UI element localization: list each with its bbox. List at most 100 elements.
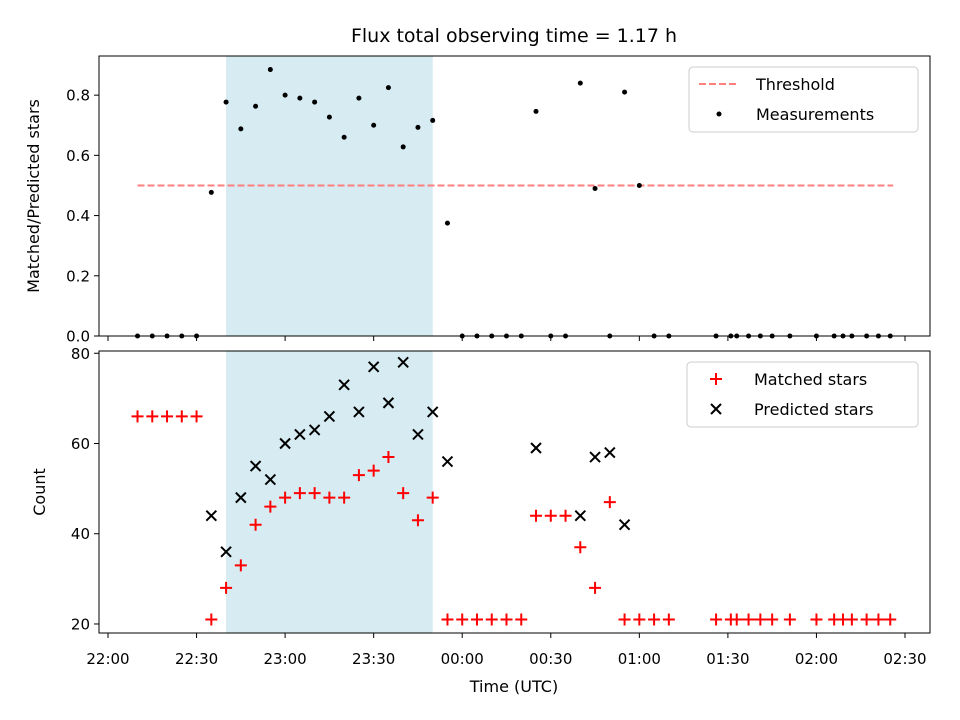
measurement-point xyxy=(533,108,539,114)
matched-star-point xyxy=(515,613,528,626)
x-tick-label: 00:30 xyxy=(529,650,572,668)
measurement-point xyxy=(326,114,332,120)
matched-star-point xyxy=(234,559,247,572)
measurement-point xyxy=(592,185,598,191)
matched-star-point xyxy=(220,581,233,594)
legend-matched-label: Matched stars xyxy=(754,370,867,389)
predicted-star-point xyxy=(205,509,218,522)
matched-star-point xyxy=(175,410,188,423)
x-tick-label: 02:00 xyxy=(795,650,838,668)
top-y-ticks: 0.0 0.2 0.4 0.6 0.8 xyxy=(66,87,99,346)
x-axis-label: Time (UTC) xyxy=(469,677,558,696)
measurement-point xyxy=(282,92,288,98)
matched-star-point xyxy=(485,613,498,626)
legend-measurement-label: Measurements xyxy=(756,105,874,124)
matched-star-point xyxy=(872,613,885,626)
measurement-point xyxy=(238,126,244,132)
y-tick-label: 80 xyxy=(71,345,90,363)
matched-star-point xyxy=(810,613,823,626)
predicted-star-point xyxy=(397,356,409,368)
x-tick-label: 23:30 xyxy=(352,650,395,668)
matched-star-point xyxy=(766,613,779,626)
measurement-point xyxy=(267,67,273,73)
y-tick-label: 0.2 xyxy=(66,267,90,285)
predicted-star-point xyxy=(530,442,542,454)
measurement-points xyxy=(135,67,893,339)
legend-predicted-swatch xyxy=(710,403,722,415)
bottom-axes-frame xyxy=(98,350,931,634)
measurement-point xyxy=(208,189,214,195)
measurement-point xyxy=(400,144,406,150)
measurement-point xyxy=(223,99,229,105)
matched-star-point xyxy=(470,613,483,626)
matched-star-point xyxy=(783,613,796,626)
y-tick-label: 0.0 xyxy=(66,328,90,346)
matched-star-point xyxy=(323,491,336,504)
top-y-axis-label: Matched/Predicted stars xyxy=(24,99,43,293)
matched-star-point xyxy=(648,613,661,626)
x-tick-label: 22:30 xyxy=(175,650,218,668)
predicted-star-point xyxy=(604,446,616,459)
top-shaded-span xyxy=(226,56,433,336)
predicted-star-point xyxy=(441,455,454,468)
matched-star-point xyxy=(574,541,587,554)
predicted-star-point xyxy=(618,519,631,531)
predicted-star-point xyxy=(412,428,424,441)
x-tick-label: 01:30 xyxy=(706,650,749,668)
matched-star-point xyxy=(279,491,292,504)
measurement-point xyxy=(577,80,583,86)
y-tick-label: 0.6 xyxy=(66,147,90,165)
matched-star-point xyxy=(603,496,616,509)
top-x-ticks xyxy=(107,336,906,341)
predicted-star-point xyxy=(589,451,601,463)
measurement-point xyxy=(385,85,391,91)
matched-star-point xyxy=(161,410,174,423)
x-tick-label: 23:00 xyxy=(263,650,306,668)
x-tick-label: 01:00 xyxy=(618,650,661,668)
matched-star-point xyxy=(742,613,755,626)
predicted-star-point xyxy=(574,509,587,522)
predicted-star-point xyxy=(264,473,277,486)
bottom-x-ticks: 22:00 22:30 23:00 23:30 00:00 00:30 01:00 01:30… xyxy=(86,633,927,668)
matched-star-point xyxy=(367,464,380,477)
y-tick-label: 20 xyxy=(71,615,90,633)
matched-star-point xyxy=(730,613,743,626)
x-tick-label: 02:30 xyxy=(883,650,926,668)
measurement-point xyxy=(253,103,259,109)
measurement-point xyxy=(356,95,362,101)
measurement-point xyxy=(297,95,303,101)
measurement-point xyxy=(622,89,628,95)
matched-star-point xyxy=(352,469,365,482)
matched-star-point xyxy=(559,509,572,522)
top-panel: 0.0 0.2 0.4 0.6 0.8 Flux total observing tim… xyxy=(24,25,931,346)
matched-star-point xyxy=(249,518,262,531)
top-legend: Threshold Measurements xyxy=(688,66,919,133)
legend-measurement-swatch xyxy=(716,111,722,117)
matched-star-point xyxy=(884,613,897,626)
matched-star-point xyxy=(426,491,439,504)
bottom-y-ticks: 20 40 60 80 xyxy=(71,345,99,633)
bottom-panel: 20 40 60 80 22:00 22:30 23:00 23:30 00:00 00:30 0… xyxy=(30,345,931,696)
predicted-points xyxy=(205,356,631,558)
matched-star-point xyxy=(131,410,144,423)
matched-star-point xyxy=(754,613,767,626)
bottom-y-axis-label: Count xyxy=(30,468,49,516)
predicted-star-point xyxy=(220,546,232,558)
y-tick-label: 60 xyxy=(71,435,90,453)
matched-star-point xyxy=(293,487,306,500)
bottom-legend: Matched stars Predicted stars xyxy=(686,361,919,428)
chart-title: Flux total observing time = 1.17 h xyxy=(351,25,677,47)
matched-star-point xyxy=(544,509,557,522)
matched-star-point xyxy=(308,487,321,500)
measurement-point xyxy=(636,182,642,188)
matched-star-point xyxy=(530,509,543,522)
predicted-star-point xyxy=(323,410,336,423)
y-tick-label: 0.4 xyxy=(66,207,90,225)
predicted-star-point xyxy=(367,361,380,373)
matched-star-point xyxy=(205,613,218,626)
legend-matched-swatch xyxy=(710,373,722,385)
matched-star-point xyxy=(500,613,513,626)
x-tick-label: 00:00 xyxy=(441,650,484,668)
y-tick-label: 40 xyxy=(71,525,90,543)
y-tick-label: 0.8 xyxy=(66,87,90,105)
